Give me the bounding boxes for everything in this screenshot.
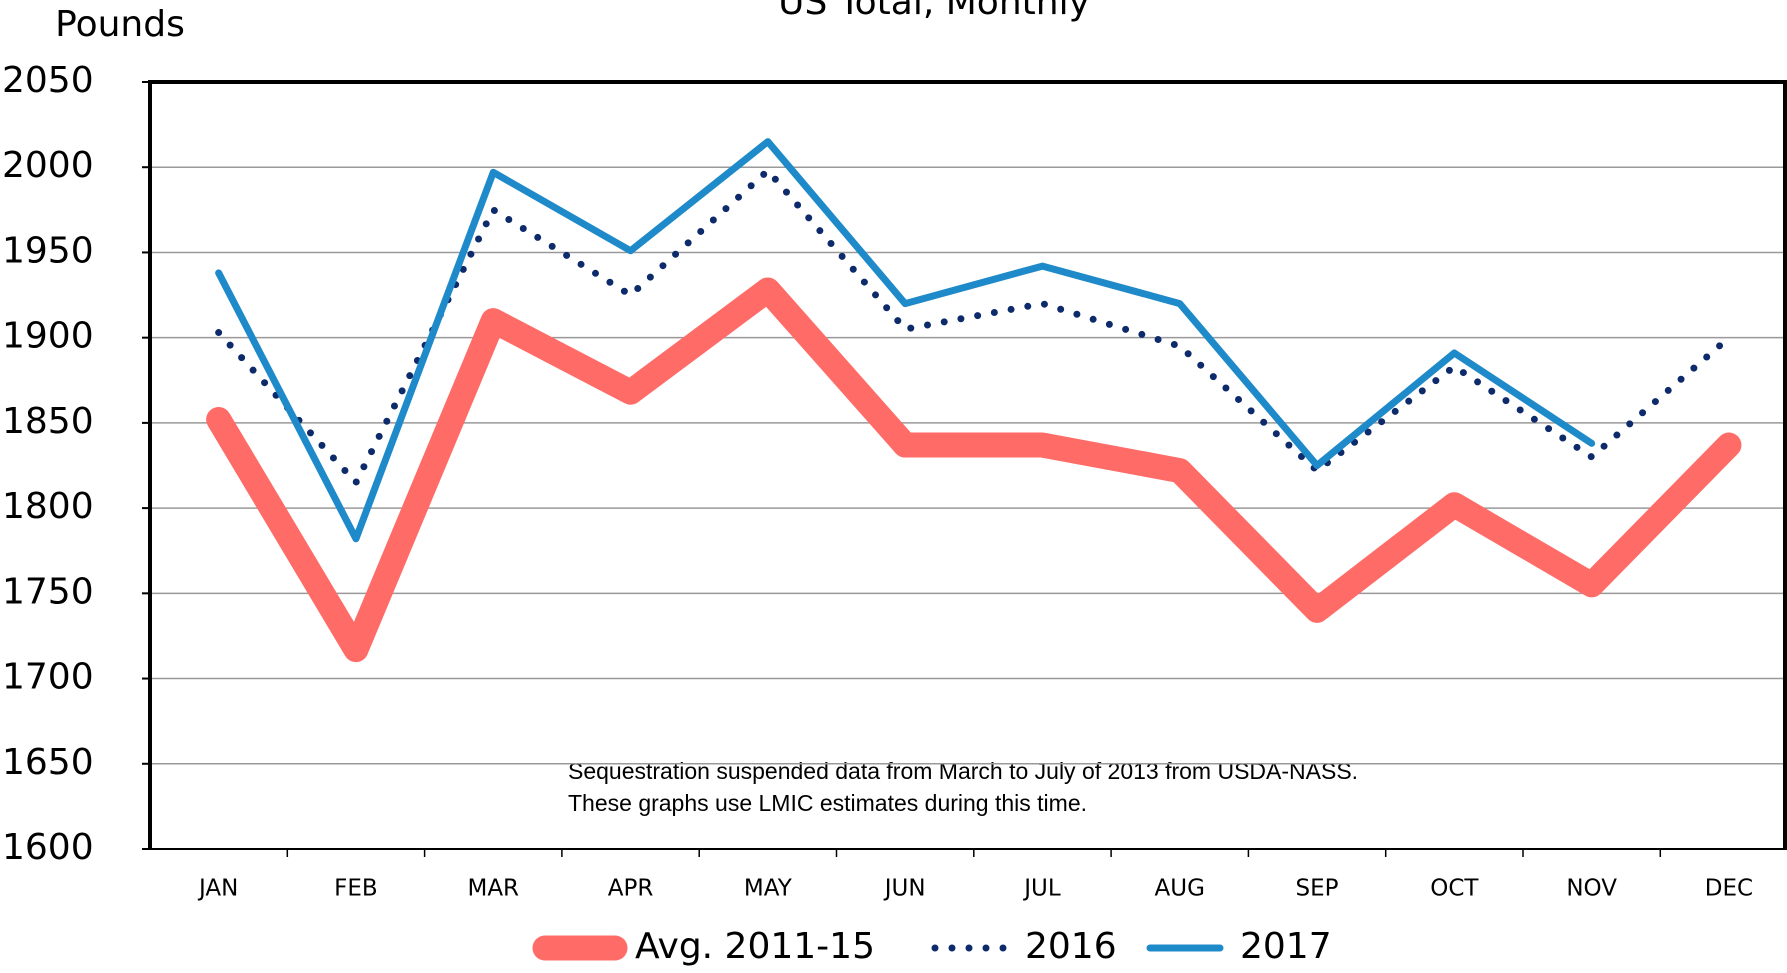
- y-tick-label: 1800: [2, 486, 94, 527]
- y-tick-label: 1750: [2, 571, 94, 612]
- x-tick-label: FEB: [334, 876, 378, 902]
- y-tick-label: 1950: [2, 230, 94, 271]
- series-line: [215, 165, 1733, 489]
- x-tick-label: APR: [608, 876, 654, 902]
- annotation: Sequestration suspended data from March …: [568, 758, 1358, 784]
- y-tick-label: 1850: [2, 401, 94, 442]
- series-line: [215, 138, 1596, 543]
- x-tick-label: AUG: [1155, 876, 1205, 902]
- chart-title: US Total, Monthly: [778, 0, 1090, 23]
- plot-frame: [148, 80, 1787, 849]
- x-tick-label: JUL: [1022, 876, 1061, 902]
- legend-label: 2016: [1025, 926, 1117, 967]
- y-axis-label: Pounds: [55, 4, 185, 45]
- y-tick-label: 2050: [2, 60, 94, 101]
- x-tick-label: SEP: [1296, 876, 1339, 902]
- x-tick-label: OCT: [1430, 876, 1479, 902]
- x-tick-label: MAR: [467, 876, 519, 902]
- x-tick-label: JUN: [883, 876, 926, 902]
- y-tick-label: 1900: [2, 316, 94, 357]
- x-tick-label: NOV: [1566, 876, 1617, 902]
- x-tick-label: DEC: [1705, 876, 1753, 902]
- y-tick-label: 1650: [2, 742, 94, 783]
- y-tick-label: 1600: [2, 827, 94, 868]
- x-tick-label: JAN: [197, 876, 238, 902]
- series-line: [206, 277, 1742, 663]
- y-tick-label: 1700: [2, 657, 94, 698]
- x-tick-label: MAY: [744, 876, 793, 902]
- legend-label: 2017: [1240, 926, 1332, 967]
- y-tick-label: 2000: [2, 145, 94, 186]
- annotation: These graphs use LMIC estimates during t…: [568, 790, 1087, 816]
- legend-label: Avg. 2011-15: [635, 926, 875, 967]
